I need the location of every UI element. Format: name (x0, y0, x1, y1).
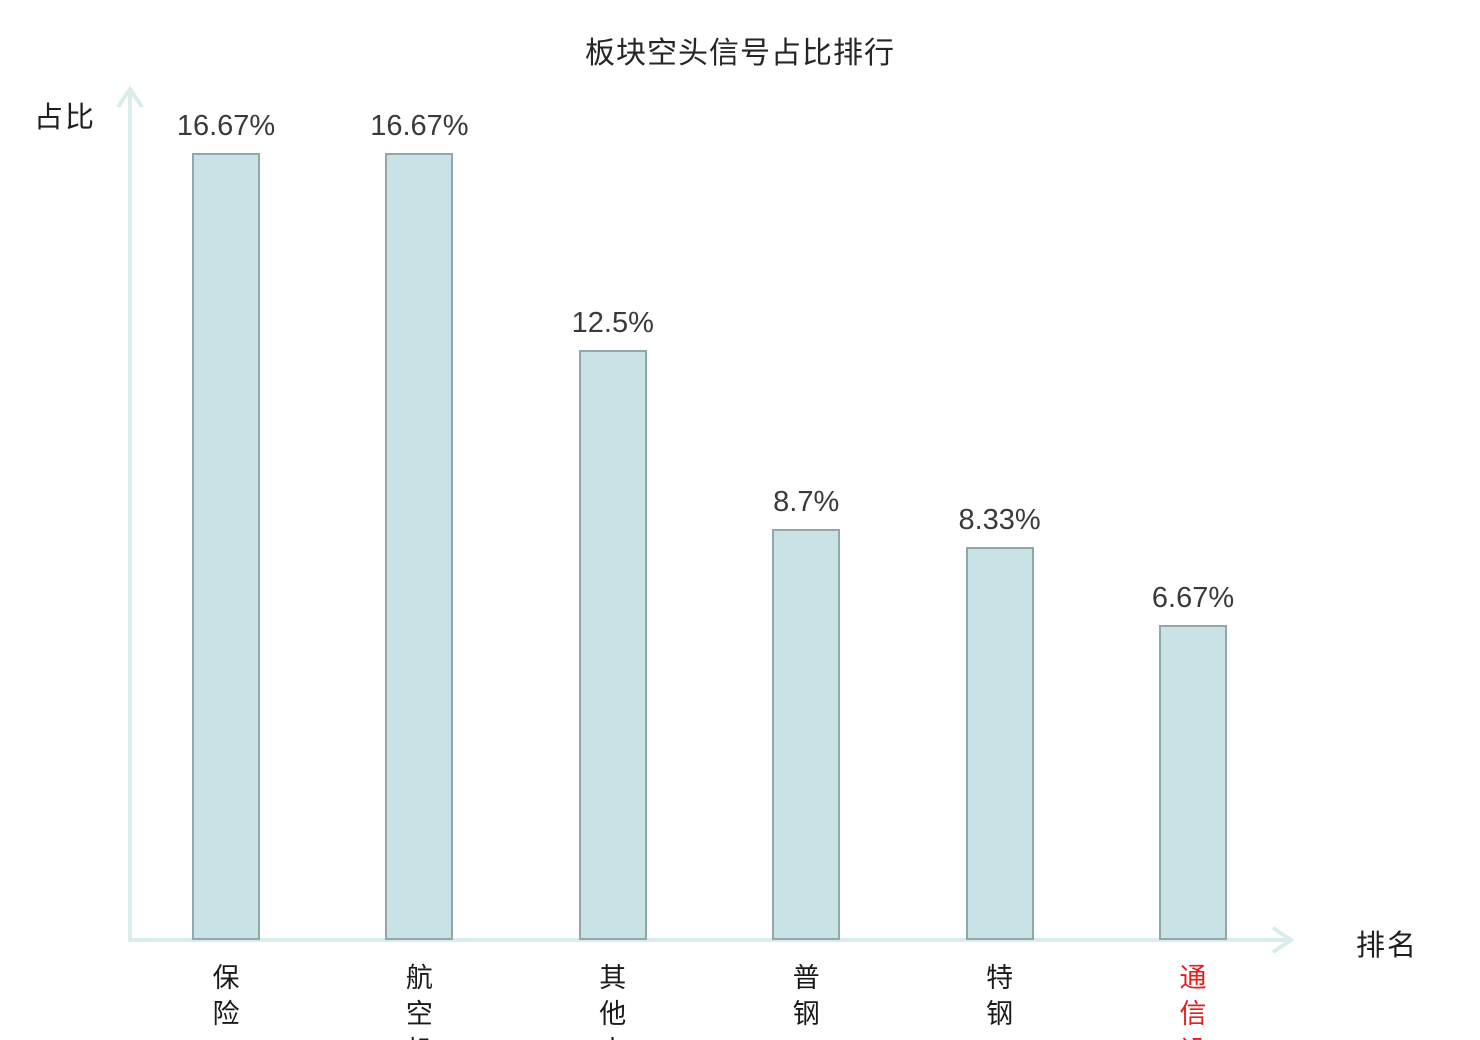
bar (385, 153, 454, 940)
bar-value-label: 12.5% (571, 307, 654, 339)
x-axis-arrow-icon (1271, 926, 1295, 954)
bar-value-label: 8.33% (958, 503, 1041, 536)
bar-value-label: 16.67% (176, 110, 276, 143)
chart-title: 板块空头信号占比排行 (585, 37, 895, 70)
bar-value-label: 8.7% (773, 486, 840, 519)
bar-group: 6.67% 通信设备(9) (1152, 582, 1234, 1040)
bar-category-label: 其他电子 Ⅱ(3) (599, 963, 627, 1040)
x-axis-label: 排名 (1356, 930, 1419, 962)
bar-category-label: 航空机场(2) (405, 962, 433, 1040)
bar-group: 8.7% 普钢(4) (772, 486, 841, 1040)
bar-group: 16.67% 航空机场(2) (370, 110, 468, 1040)
bar (192, 153, 260, 940)
bar (965, 546, 1034, 940)
bar-group: 16.67% 保险Ⅱ(1) (177, 110, 275, 1040)
bar-category-label: 通信设备(9) (1179, 962, 1207, 1040)
bar-category-label: 保险Ⅱ(1) (203, 962, 249, 1040)
bar-group: 8.33% 特钢Ⅱ(5) (958, 504, 1040, 1040)
bar (1159, 625, 1227, 940)
bar-value-label: 6.67% (1151, 582, 1235, 615)
bar-value-label: 16.67% (370, 110, 469, 143)
bar (772, 529, 841, 940)
bar-group: 12.5% 其他电子 Ⅱ(3) (572, 307, 654, 1040)
y-axis-label: 占比 (34, 102, 97, 134)
y-axis-arrow-icon (116, 85, 144, 109)
bar-category-label: 普钢(4) (790, 962, 823, 1040)
bar (578, 350, 647, 940)
bar-category-label: 特钢Ⅱ(5) (976, 962, 1022, 1040)
